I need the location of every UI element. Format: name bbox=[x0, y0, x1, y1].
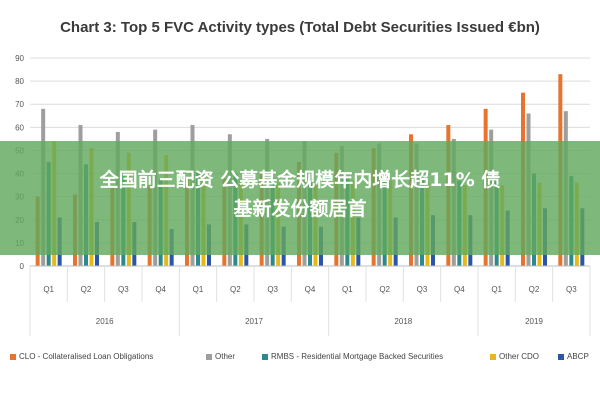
x-tick-label: Q4 bbox=[155, 285, 166, 294]
overlay-line-2: 基新发份额居首 bbox=[233, 198, 367, 220]
legend-swatch bbox=[206, 353, 212, 360]
x-tick-label: Q1 bbox=[193, 285, 204, 294]
x-tick-label: Q1 bbox=[491, 285, 502, 294]
x-tick-label: Q1 bbox=[342, 285, 353, 294]
year-group-label: 2018 bbox=[394, 317, 412, 326]
legend-label: Other CDO bbox=[499, 352, 540, 361]
x-tick-label: Q2 bbox=[379, 285, 390, 294]
x-tick-label: Q3 bbox=[267, 285, 278, 294]
x-tick-label: Q4 bbox=[305, 285, 316, 294]
y-tick-label: 80 bbox=[15, 77, 24, 86]
overlay-headline: 全国前三配资 公募基金规模年内增长超11% 债 基新发份额居首 bbox=[0, 166, 600, 224]
legend-item: CLO - Collateralised Loan Obligations bbox=[10, 352, 153, 361]
legend-item: Other CDO bbox=[490, 352, 539, 361]
y-tick-label: 60 bbox=[15, 123, 24, 132]
x-tick-label: Q2 bbox=[230, 285, 241, 294]
y-tick-label: 90 bbox=[15, 54, 24, 63]
x-tick-label: Q4 bbox=[454, 285, 465, 294]
year-group-label: 2017 bbox=[245, 317, 263, 326]
legend-item: RMBS - Residential Mortgage Backed Secur… bbox=[262, 352, 443, 361]
x-tick-label: Q2 bbox=[81, 285, 92, 294]
chart-title: Chart 3: Top 5 FVC Activity types (Total… bbox=[60, 19, 540, 36]
legend-swatch bbox=[262, 353, 268, 360]
overlay-line-1: 全国前三配资 公募基金规模年内增长超11% 债 bbox=[99, 169, 501, 191]
legend-label: Other bbox=[215, 352, 236, 361]
x-tick-label: Q2 bbox=[529, 285, 540, 294]
x-tick-label: Q3 bbox=[566, 285, 577, 294]
year-group-label: 2016 bbox=[96, 317, 114, 326]
y-tick-label: 0 bbox=[20, 262, 25, 271]
x-tick-label: Q1 bbox=[43, 285, 54, 294]
legend-swatch bbox=[558, 353, 564, 360]
legend-label: RMBS - Residential Mortgage Backed Secur… bbox=[271, 352, 444, 361]
x-tick-label: Q3 bbox=[118, 285, 129, 294]
overlay-banner bbox=[0, 141, 600, 255]
x-axis: Q1 Q2 Q3 Q4 Q1 Q2 Q3 Q4 Q1 Q2 Q3 Q4 Q1 Q2 Q3 2016 2017 20… bbox=[29, 265, 591, 336]
legend-label: ABCP bbox=[567, 352, 589, 361]
legend: CLO - Collateralised Loan Obligations Oth… bbox=[10, 352, 600, 366]
legend-swatch bbox=[490, 353, 496, 360]
legend-item: ABCP bbox=[558, 352, 589, 361]
legend-swatch bbox=[10, 353, 16, 360]
year-group-label: 2019 bbox=[525, 317, 543, 326]
y-tick-label: 70 bbox=[15, 100, 24, 109]
legend-item: Other bbox=[206, 352, 235, 361]
x-tick-label: Q3 bbox=[417, 285, 428, 294]
legend-label: CLO - Collateralised Loan Obligations bbox=[19, 352, 154, 361]
